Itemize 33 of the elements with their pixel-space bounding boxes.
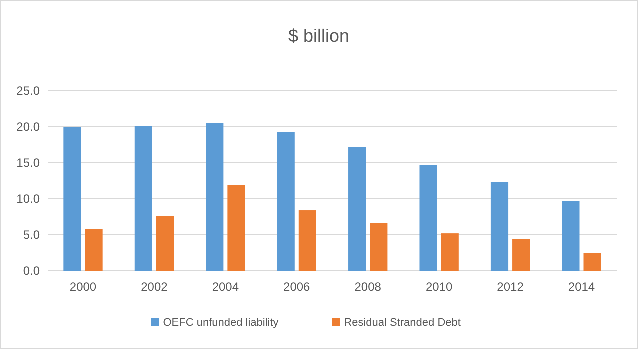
x-tick-label: 2002 bbox=[141, 280, 168, 294]
bar bbox=[134, 126, 152, 271]
x-tick-label: 2006 bbox=[284, 280, 311, 294]
bar bbox=[441, 234, 459, 271]
bar bbox=[228, 185, 246, 271]
y-tick-label: 15.0 bbox=[16, 156, 40, 170]
bar bbox=[562, 201, 580, 271]
bar bbox=[348, 147, 366, 271]
x-tick-label: 2010 bbox=[426, 280, 453, 294]
x-tick-label: 2004 bbox=[212, 280, 240, 294]
bar bbox=[512, 239, 530, 271]
chart-title: $ billion bbox=[288, 26, 350, 46]
y-tick-label: 10.0 bbox=[16, 192, 40, 206]
bar bbox=[156, 216, 174, 271]
y-tick-label: 25.0 bbox=[16, 84, 40, 98]
bar bbox=[85, 229, 103, 271]
bar bbox=[64, 127, 82, 271]
bar bbox=[420, 165, 438, 271]
x-tick-label: 2014 bbox=[568, 280, 596, 294]
x-tick-label: 2008 bbox=[354, 280, 382, 294]
bar bbox=[206, 123, 224, 271]
legend-label: Residual Stranded Debt bbox=[344, 316, 461, 329]
bar bbox=[490, 182, 509, 271]
y-tick-label: 5.0 bbox=[23, 228, 40, 242]
y-tick-label: 20.0 bbox=[16, 120, 40, 134]
bar bbox=[370, 223, 388, 271]
legend-label: OEFC unfunded liability bbox=[163, 316, 280, 329]
x-tick-label: 2012 bbox=[497, 280, 524, 294]
bar bbox=[298, 210, 316, 271]
y-tick-label: 0.0 bbox=[23, 264, 40, 278]
x-tick-label: 2000 bbox=[70, 280, 97, 294]
bar bbox=[277, 132, 295, 271]
bar bbox=[584, 253, 602, 271]
